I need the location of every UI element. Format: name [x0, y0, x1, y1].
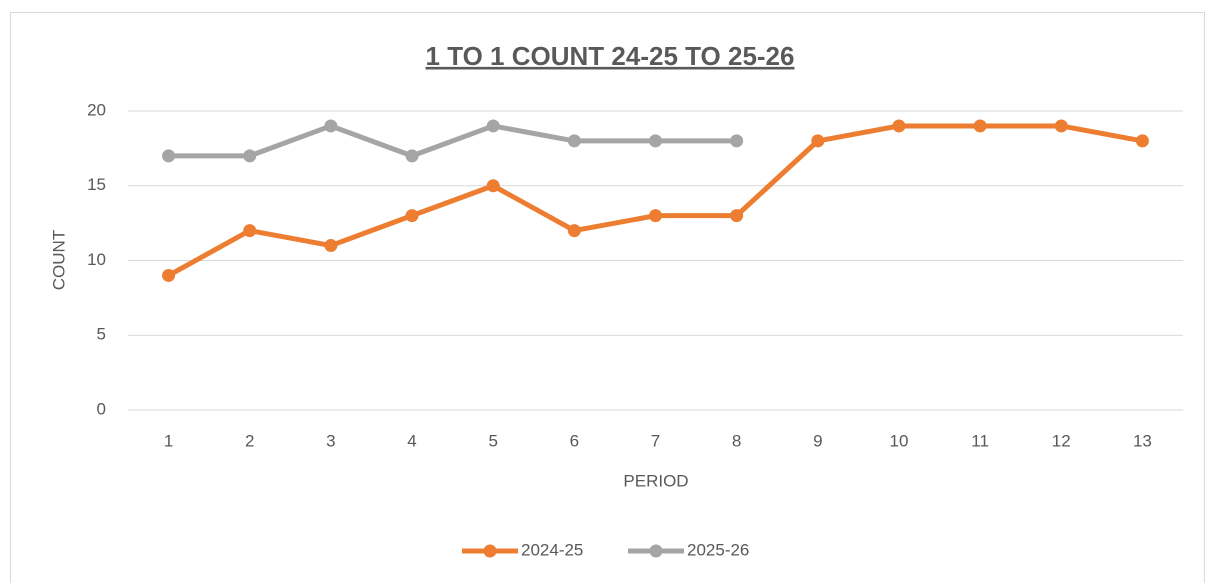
y-tick-label: 5 [97, 325, 106, 344]
y-tick-label: 20 [87, 100, 106, 119]
data-point [649, 209, 662, 223]
data-point [243, 149, 257, 163]
legend-label: 2025-26 [687, 540, 749, 559]
x-tick-label: 6 [570, 431, 579, 450]
x-tick-label: 5 [488, 431, 497, 450]
data-point [973, 119, 987, 133]
x-tick-label: 12 [1052, 431, 1071, 450]
data-point [405, 149, 419, 163]
data-point [567, 224, 581, 238]
x-tick-label: 1 [164, 431, 173, 450]
y-tick-label: 10 [87, 250, 106, 269]
legend-swatch-marker [483, 544, 497, 558]
x-tick-label: 3 [326, 431, 335, 450]
data-point [243, 224, 257, 238]
legend-label: 2024-25 [521, 540, 583, 559]
data-point [730, 209, 744, 223]
y-axis-label: COUNT [49, 230, 68, 290]
x-tick-label: 8 [732, 431, 741, 450]
data-point [649, 134, 662, 148]
data-point [324, 239, 338, 253]
y-tick-label: 0 [97, 399, 106, 418]
data-point [892, 119, 906, 133]
x-tick-label: 7 [651, 431, 660, 450]
x-tick-label: 13 [1133, 431, 1152, 450]
data-point [1054, 119, 1068, 133]
data-point [405, 209, 419, 223]
data-point [567, 134, 581, 148]
data-point [486, 119, 500, 133]
data-point [811, 134, 825, 148]
data-point [1135, 134, 1149, 148]
x-tick-label: 4 [407, 431, 416, 450]
chart-title: 1 TO 1 COUNT 24-25 TO 25-26 [426, 41, 795, 71]
data-point [324, 119, 338, 133]
y-tick-label: 15 [87, 175, 106, 194]
x-tick-label: 11 [971, 431, 989, 450]
legend-swatch-marker [649, 544, 663, 558]
data-point [486, 179, 500, 193]
series-line [168, 123, 737, 159]
x-tick-label: 10 [890, 431, 909, 450]
chart-frame [10, 12, 1205, 588]
x-tick-label: 9 [813, 431, 822, 450]
data-point [730, 134, 744, 148]
x-axis-label: PERIOD [623, 471, 688, 490]
data-point [162, 149, 176, 163]
data-point [162, 268, 176, 282]
x-tick-label: 2 [245, 431, 254, 450]
